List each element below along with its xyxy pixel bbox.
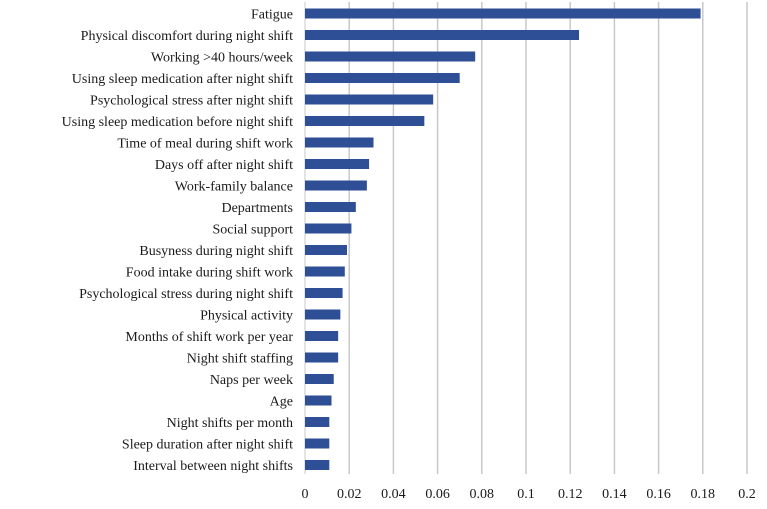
bar (305, 438, 330, 449)
category-label: Social support (213, 223, 294, 238)
x-tick-label: 0.02 (337, 487, 362, 502)
bar (305, 51, 476, 62)
bar (305, 245, 347, 255)
category-label: Interval between night shifts (133, 459, 293, 474)
bar (305, 266, 345, 277)
category-label: Food intake during shift work (126, 266, 293, 281)
category-label: Departments (221, 201, 293, 216)
category-label: Work-family balance (175, 180, 293, 195)
bar (305, 137, 374, 148)
category-label: Naps per week (210, 373, 293, 388)
category-labels: Fatigue Physical discomfort during night … (62, 8, 294, 475)
vertical-gridlines (304, 2, 748, 474)
category-label: Working >40 hours/week (151, 51, 293, 66)
x-tick-label: 0.2 (738, 487, 756, 502)
bar (305, 374, 334, 384)
bar (305, 460, 330, 470)
category-label: Time of meal during shift work (117, 137, 293, 152)
category-label: Using sleep medication before night shif… (62, 115, 293, 130)
x-tick-label: 0.08 (470, 487, 495, 502)
category-label: Night shift staffing (187, 352, 293, 367)
bar (305, 223, 352, 234)
x-tick-label: 0.04 (381, 487, 406, 502)
bar (305, 395, 332, 406)
category-label: Physical activity (200, 309, 293, 324)
bar (305, 159, 370, 169)
x-tick-label: 0.06 (425, 487, 450, 502)
bar (305, 73, 460, 83)
bar (305, 8, 701, 19)
bar (305, 116, 425, 126)
bar (305, 352, 339, 363)
bar (305, 288, 343, 298)
category-label: Psychological stress after night shift (90, 94, 293, 109)
category-label: Physical discomfort during night shift (81, 29, 293, 44)
bar (305, 30, 580, 40)
category-label: Busyness during night shift (139, 244, 293, 259)
category-label: Sleep duration after night shift (122, 438, 293, 453)
category-label: Age (270, 395, 293, 410)
category-label: Using sleep medication after night shift (72, 72, 293, 87)
bar (305, 180, 367, 191)
x-tick-labels: 0 0.02 0.04 0.06 0.08 0.1 0.12 0.14 0.16 0.18 0.2 (302, 487, 756, 502)
bar (305, 417, 330, 427)
category-label: Psychological stress during night shift (79, 287, 293, 302)
x-tick-label: 0.1 (517, 487, 535, 502)
x-tick-label: 0.14 (602, 487, 627, 502)
x-tick-label: 0.16 (646, 487, 671, 502)
category-label: Fatigue (251, 8, 293, 23)
category-label: Night shifts per month (167, 416, 293, 431)
bars (305, 8, 701, 470)
x-tick-label: 0 (302, 487, 309, 502)
x-tick-label: 0.12 (558, 487, 583, 502)
category-label: Days off after night shift (155, 158, 293, 173)
bar (305, 94, 434, 105)
category-label: Months of shift work per year (125, 330, 293, 345)
bar (305, 309, 341, 320)
bar (305, 202, 356, 212)
bar (305, 331, 339, 341)
x-tick-label: 0.18 (691, 487, 716, 502)
